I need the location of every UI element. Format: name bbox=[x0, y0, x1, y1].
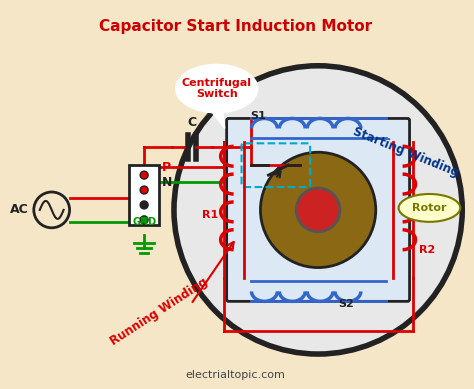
Circle shape bbox=[140, 201, 148, 209]
Text: Starting Winding: Starting Winding bbox=[351, 125, 460, 179]
Circle shape bbox=[140, 186, 148, 194]
Text: S2: S2 bbox=[338, 299, 354, 309]
Circle shape bbox=[260, 152, 376, 268]
Polygon shape bbox=[211, 110, 225, 128]
Text: P: P bbox=[162, 161, 171, 173]
Text: C: C bbox=[187, 116, 196, 130]
Circle shape bbox=[34, 192, 70, 228]
Text: AC: AC bbox=[10, 203, 29, 216]
Text: Capacitor Start Induction Motor: Capacitor Start Induction Motor bbox=[99, 19, 372, 34]
Bar bbox=[129, 165, 159, 225]
Text: electrialtopic.com: electrialtopic.com bbox=[186, 370, 285, 380]
Text: R2: R2 bbox=[419, 245, 436, 255]
Text: Running Winding: Running Winding bbox=[108, 275, 210, 348]
Text: S1: S1 bbox=[250, 110, 266, 121]
Circle shape bbox=[140, 171, 148, 179]
FancyBboxPatch shape bbox=[227, 119, 410, 301]
Ellipse shape bbox=[176, 65, 257, 112]
Text: GND: GND bbox=[132, 217, 156, 227]
Circle shape bbox=[140, 216, 148, 224]
Text: Rotor: Rotor bbox=[412, 203, 447, 213]
Text: N: N bbox=[162, 175, 173, 189]
Circle shape bbox=[174, 66, 462, 354]
Ellipse shape bbox=[399, 194, 460, 222]
Text: Centrifugal
Switch: Centrifugal Switch bbox=[182, 78, 252, 100]
Text: R1: R1 bbox=[202, 210, 219, 220]
Circle shape bbox=[296, 188, 340, 232]
